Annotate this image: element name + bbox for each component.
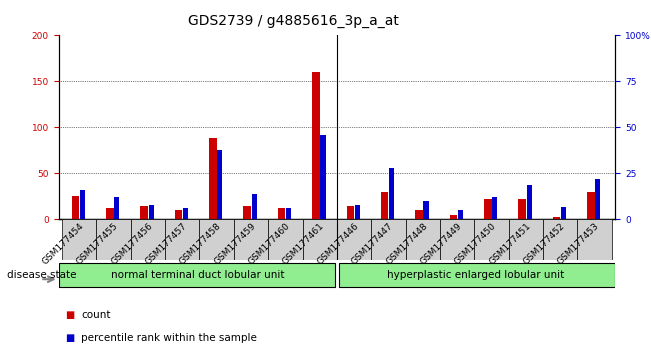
Bar — [561, 207, 566, 219]
Text: GSM177461: GSM177461 — [281, 222, 326, 267]
Bar — [415, 210, 422, 219]
Bar — [96, 219, 131, 260]
Bar — [183, 209, 188, 219]
Bar — [80, 190, 85, 219]
Text: hyperplastic enlarged lobular unit: hyperplastic enlarged lobular unit — [387, 270, 564, 280]
Bar — [72, 196, 79, 219]
Bar — [381, 192, 389, 219]
Bar — [286, 209, 291, 219]
Bar — [518, 199, 526, 219]
Bar — [484, 199, 492, 219]
Bar — [450, 215, 457, 219]
Text: count: count — [81, 310, 111, 320]
Bar — [458, 210, 463, 219]
Bar — [252, 194, 257, 219]
Bar — [106, 209, 113, 219]
Bar — [243, 206, 251, 219]
Bar — [303, 219, 337, 260]
Text: normal terminal duct lobular unit: normal terminal duct lobular unit — [111, 270, 284, 280]
Bar — [234, 219, 268, 260]
Bar — [587, 192, 594, 219]
Text: GSM177448: GSM177448 — [384, 222, 429, 267]
Text: percentile rank within the sample: percentile rank within the sample — [81, 333, 257, 343]
Bar — [543, 219, 577, 260]
Bar — [508, 219, 543, 260]
Bar — [141, 206, 148, 219]
Text: GSM177458: GSM177458 — [178, 222, 223, 267]
Bar — [406, 219, 440, 260]
Bar — [165, 219, 199, 260]
Bar — [278, 209, 285, 219]
Text: ■: ■ — [65, 310, 74, 320]
Text: GSM177457: GSM177457 — [143, 222, 189, 267]
Bar — [595, 179, 600, 219]
Bar — [371, 219, 406, 260]
Text: GSM177452: GSM177452 — [521, 222, 566, 267]
Text: GDS2739 / g4885616_3p_a_at: GDS2739 / g4885616_3p_a_at — [187, 14, 398, 28]
Text: GSM177459: GSM177459 — [212, 222, 257, 267]
Text: GSM177454: GSM177454 — [40, 222, 85, 267]
Bar — [355, 205, 360, 219]
Bar — [423, 201, 428, 219]
Bar — [527, 184, 532, 219]
Text: GSM177453: GSM177453 — [556, 222, 601, 267]
Text: GSM177460: GSM177460 — [247, 222, 292, 267]
Bar — [174, 210, 182, 219]
Bar — [131, 219, 165, 260]
Bar — [62, 219, 96, 260]
Text: GSM177450: GSM177450 — [452, 222, 498, 267]
Text: GSM177455: GSM177455 — [75, 222, 120, 267]
Text: GSM177451: GSM177451 — [487, 222, 533, 267]
Bar — [199, 219, 234, 260]
Bar — [148, 205, 154, 219]
Bar — [577, 219, 612, 260]
Text: disease state: disease state — [7, 270, 76, 280]
Bar — [268, 219, 303, 260]
Bar — [59, 263, 335, 287]
Bar — [440, 219, 475, 260]
Bar — [389, 168, 395, 219]
Bar — [346, 206, 354, 219]
Bar — [339, 263, 615, 287]
Text: ■: ■ — [65, 333, 74, 343]
Text: GSM177449: GSM177449 — [419, 222, 464, 267]
Bar — [492, 198, 497, 219]
Bar — [475, 219, 508, 260]
Bar — [209, 138, 217, 219]
Bar — [553, 217, 561, 219]
Text: GSM177447: GSM177447 — [350, 222, 395, 267]
Text: GSM177446: GSM177446 — [315, 222, 361, 267]
Bar — [115, 198, 119, 219]
Bar — [337, 219, 371, 260]
Bar — [312, 72, 320, 219]
Bar — [320, 135, 326, 219]
Bar — [217, 149, 223, 219]
Text: GSM177456: GSM177456 — [109, 222, 154, 267]
